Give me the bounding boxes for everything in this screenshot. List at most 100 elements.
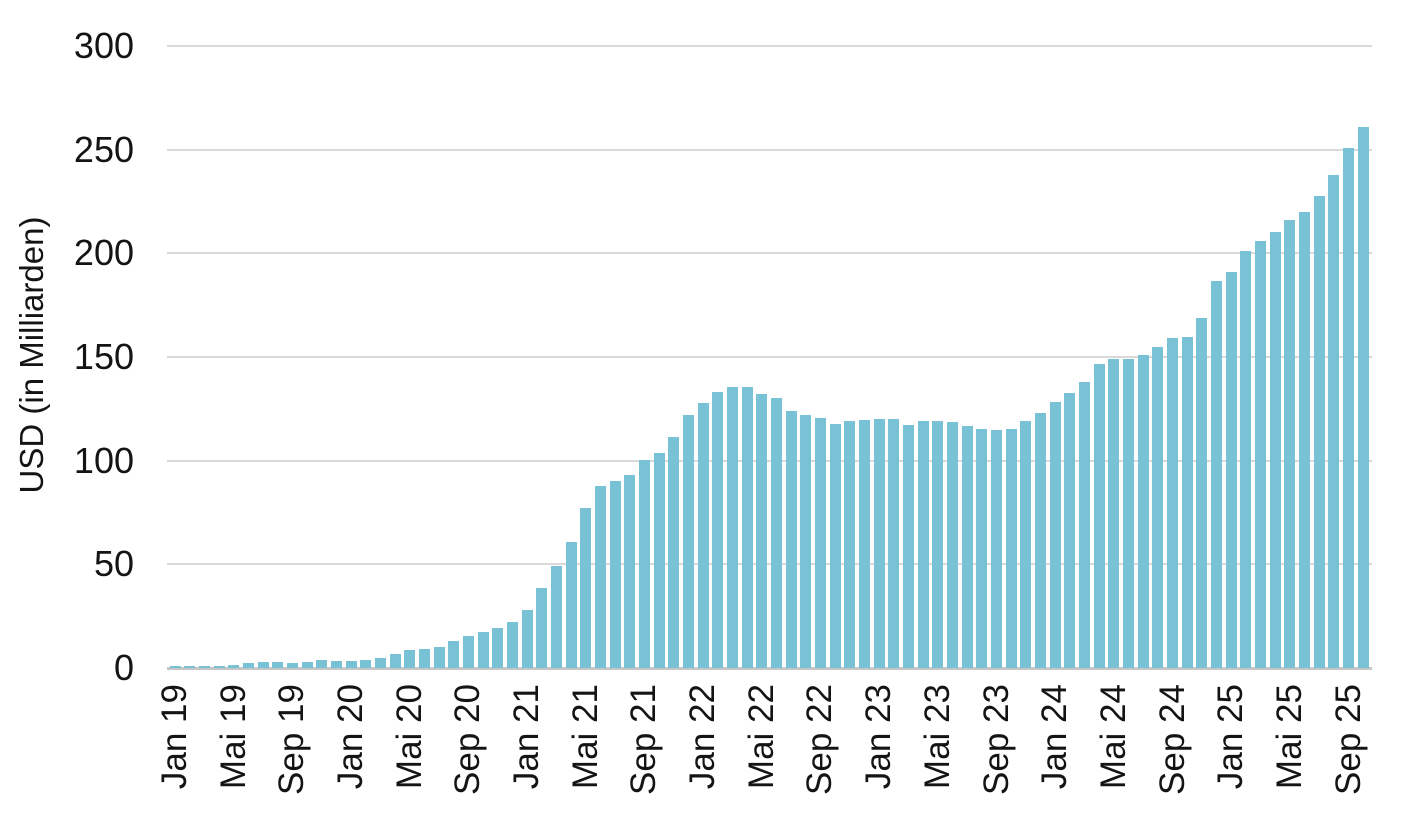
bar: [1079, 382, 1091, 668]
bar: [1240, 251, 1252, 668]
bar: [521, 610, 533, 668]
bar: [1299, 212, 1311, 668]
bar: [741, 387, 753, 668]
y-tick-label: 100: [73, 439, 134, 481]
bar: [947, 422, 958, 668]
bar: [316, 660, 328, 668]
bar: [1049, 402, 1061, 668]
x-tick-label: Jan 22: [683, 684, 723, 790]
gridline: [167, 459, 1372, 462]
bar: [1035, 413, 1047, 668]
bar: [580, 508, 592, 668]
y-tick-label: 250: [73, 128, 134, 170]
x-tick-label: Jan 20: [331, 684, 371, 790]
bar: [1005, 429, 1017, 668]
bar: [770, 398, 782, 668]
bar: [374, 658, 386, 668]
bar: [1020, 421, 1032, 668]
bar: [991, 430, 1003, 668]
x-tick-label: Jan 21: [507, 684, 547, 790]
bar: [712, 392, 724, 668]
bar: [1343, 148, 1355, 668]
gridline: [167, 356, 1372, 358]
y-tick-label: 150: [73, 336, 134, 377]
bar: [1313, 196, 1325, 668]
bar: [433, 647, 445, 668]
bar: [1152, 347, 1164, 668]
bar: [1181, 337, 1193, 668]
bar: [917, 421, 929, 668]
bar: [1167, 338, 1179, 668]
y-tick-label: 200: [73, 232, 134, 274]
bar: [976, 429, 988, 668]
gridline: [167, 148, 1372, 151]
bar: [360, 660, 372, 668]
x-tick-label: Sep 21: [624, 684, 664, 795]
bar: [785, 411, 797, 668]
bar: [888, 419, 900, 668]
bar: [653, 453, 665, 668]
bar: [213, 666, 225, 668]
bar: [301, 662, 313, 668]
x-tick-label: Mai 21: [565, 684, 605, 790]
bar: [1108, 359, 1120, 668]
bar: [873, 419, 885, 668]
bar: [682, 415, 694, 668]
bar: [624, 475, 636, 668]
bar: [1196, 318, 1208, 668]
x-tick-label: Mai 25: [1269, 684, 1309, 790]
y-tick-label: 300: [73, 25, 134, 66]
bar: [462, 636, 474, 668]
bar: [756, 394, 768, 668]
x-axis-line: [167, 667, 1372, 670]
bar: [389, 654, 401, 668]
bar: [506, 622, 518, 668]
bar: [1093, 364, 1105, 668]
bar: [565, 542, 577, 668]
x-tick-label: Jan 19: [155, 684, 194, 790]
bar: [829, 424, 841, 668]
y-tick-label: 0: [113, 647, 134, 688]
gridline: [167, 252, 1372, 255]
bar: [477, 632, 489, 668]
bar: [844, 421, 856, 668]
bar: [609, 481, 621, 668]
bar: [1064, 393, 1076, 668]
x-tick-label: Mai 23: [917, 684, 957, 790]
y-tick-label: 50: [93, 543, 134, 585]
bar: [536, 588, 548, 668]
bar: [345, 661, 357, 668]
gridline: [167, 45, 1372, 47]
x-tick-label: Sep 25: [1328, 684, 1368, 795]
bar: [858, 420, 870, 668]
bar: [726, 387, 738, 668]
bar: [1269, 232, 1281, 668]
bar: [404, 650, 416, 668]
bar: [448, 641, 460, 668]
bar: [330, 661, 342, 668]
bar: [242, 663, 254, 668]
bar: [272, 662, 284, 668]
bar: [668, 437, 680, 668]
x-tick-label: Jan 23: [859, 684, 899, 790]
bar: [1255, 241, 1267, 668]
x-tick-label: Mai 22: [741, 684, 781, 790]
bar: [1328, 175, 1340, 668]
bar: [257, 662, 269, 668]
bar: [932, 421, 944, 668]
bar: [961, 426, 973, 668]
x-tick-label: Sep 20: [448, 684, 488, 795]
bar: [814, 418, 826, 668]
bar: [1357, 127, 1369, 668]
bar: [228, 665, 240, 668]
gridline: [167, 563, 1372, 566]
bar: [550, 566, 562, 668]
x-tick-label: Sep 24: [1152, 684, 1192, 795]
bar: [638, 460, 650, 668]
bar: [198, 666, 210, 668]
bar: [184, 666, 196, 668]
bar: [1284, 220, 1296, 668]
bar: [1137, 355, 1149, 668]
x-tick-label: Mai 19: [213, 684, 253, 790]
